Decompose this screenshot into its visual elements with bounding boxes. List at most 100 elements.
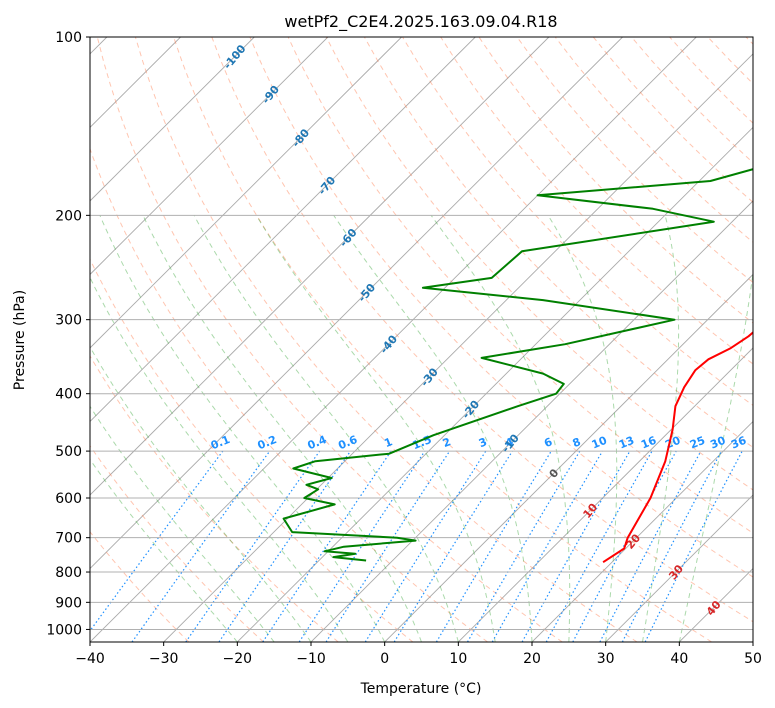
- y-tick-label: 900: [55, 595, 82, 611]
- mixing-ratio-label: 2: [441, 435, 453, 450]
- dry-adiabat-line: [745, 37, 753, 45]
- dry-adiabat-line: [402, 37, 753, 406]
- dry-adiabat-line: [516, 37, 753, 284]
- moist-adiabat-line: [142, 215, 422, 642]
- dry-adiabat-line: [707, 37, 753, 85]
- mixing-ratio-line: [262, 450, 392, 642]
- isotherm-line: [384, 273, 753, 642]
- dry-adiabat-line: [90, 147, 488, 642]
- x-tick-label: 50: [744, 651, 762, 667]
- y-tick-label: 600: [55, 491, 82, 507]
- mixing-ratio-label: 8: [571, 435, 583, 450]
- isotherm-line: [90, 37, 402, 349]
- x-tick-label: −40: [75, 651, 105, 667]
- dry-adiabat-line: [173, 37, 712, 642]
- y-tick-label: 100: [55, 30, 82, 46]
- dry-adiabat-line: [90, 445, 264, 642]
- dewpoint-line: [282, 168, 753, 562]
- y-tick-label: 400: [55, 387, 82, 403]
- dry-adiabat-line: [90, 355, 339, 642]
- isotherm-line: [605, 494, 753, 642]
- y-tick-label: 500: [55, 444, 82, 460]
- dry-adiabat-line: [478, 37, 753, 324]
- isotherm-line: [90, 37, 329, 276]
- dry-adiabat-line: [440, 37, 753, 365]
- dry-adiabat-line: [96, 37, 563, 642]
- dry-adiabat-line: [249, 37, 753, 578]
- moist-adiabat-line: [333, 215, 533, 642]
- mixing-ratio-line: [466, 450, 581, 642]
- isotherm-line: [752, 641, 753, 642]
- mixing-ratio-label: 10: [590, 434, 609, 452]
- moist-adiabat-line: [430, 215, 571, 642]
- dry-adiabat-line: [90, 258, 414, 642]
- moist-adiabat-line: [255, 215, 496, 642]
- y-axis-label: Pressure (hPa): [12, 290, 28, 390]
- plot-frame: [89, 36, 754, 643]
- mixing-ratio-line: [298, 450, 426, 642]
- mixing-ratio-line: [435, 450, 552, 642]
- moist-adiabat-line: [678, 269, 753, 642]
- mixing-ratio-label: 0.2: [256, 433, 279, 452]
- y-tick-label: 700: [55, 531, 82, 547]
- mixing-ratio-label: 1: [382, 435, 394, 450]
- mixing-ratio-line: [185, 450, 321, 642]
- x-axis: −40 −30 −20 −10 0 10 20 30 40 50: [75, 642, 762, 667]
- moist-adiabat-line: [90, 346, 312, 642]
- chart-title: wetPf2_C2E4.2025.163.09.04.R18: [284, 12, 557, 32]
- sounding-series: [282, 168, 753, 564]
- temperature-line: [602, 331, 753, 564]
- line-labels: 0.1 0.2 0.4 0.6 1 1.5 2 3 4 6 8 10 13 16 20 25 30 36-100-…: [209, 42, 749, 618]
- isotherm-line: [310, 200, 753, 642]
- moist-adiabat-line: [642, 215, 680, 642]
- mixing-ratio-label: 30: [708, 434, 727, 452]
- x-tick-label: −30: [149, 651, 179, 667]
- x-tick-label: 30: [597, 651, 615, 667]
- mixing-ratio-line: [325, 450, 451, 642]
- mixing-ratio-label: 36: [729, 434, 748, 452]
- isotherm-line: [90, 37, 623, 570]
- mixing-ratio-label: 0.1: [209, 433, 232, 452]
- x-tick-label: 40: [670, 651, 688, 667]
- mixing-ratio-line: [131, 450, 271, 642]
- x-tick-label: 20: [523, 651, 541, 667]
- isotherm-line: [457, 347, 753, 642]
- mixing-ratio-label: 13: [617, 434, 636, 452]
- y-tick-label: 300: [55, 313, 82, 329]
- background-lines: [90, 37, 753, 642]
- y-axis: 100 200 300 400 500 600 700 800 900 1000: [46, 30, 90, 638]
- mixing-ratio-label: 25: [688, 434, 707, 452]
- x-tick-label: −10: [296, 651, 326, 667]
- mixing-ratio-line: [644, 450, 743, 642]
- y-tick-label: 800: [55, 565, 82, 581]
- mixing-ratio-label: 6: [542, 435, 554, 450]
- mixing-ratio-line: [521, 450, 631, 642]
- mixing-ratio-label: 16: [639, 434, 658, 452]
- dry-adiabat-line: [211, 37, 753, 623]
- isotherm-line: [531, 420, 753, 642]
- mixing-ratio-label: 3: [477, 435, 489, 450]
- pressure-grid: [90, 37, 753, 630]
- moist-adiabat-line: [547, 215, 618, 642]
- y-tick-label: 1000: [46, 622, 82, 638]
- isotherm-line: [236, 126, 753, 642]
- mixing-ratio-line: [364, 450, 487, 642]
- x-tick-label: −20: [223, 651, 253, 667]
- dry-adiabat-line: [287, 37, 753, 534]
- isotherm-line: [90, 37, 550, 496]
- mixing-ratio-label: 20: [663, 434, 682, 452]
- x-tick-label: 0: [380, 651, 389, 667]
- isotherm-line: [678, 567, 753, 642]
- x-axis-label: Temperature (°C): [360, 681, 482, 697]
- moist-adiabat-line: [90, 458, 238, 642]
- dry-adiabat-line: [134, 37, 638, 642]
- mixing-ratio-line: [545, 450, 653, 642]
- mixing-ratio-line: [90, 450, 224, 632]
- isotherm-line: [90, 37, 255, 202]
- mixing-ratio-line: [393, 450, 513, 642]
- dry-adiabat-line: [669, 37, 753, 124]
- x-tick-label: 10: [449, 651, 467, 667]
- dry-adiabat-line: [90, 530, 190, 642]
- mixing-ratio-label: 0.4: [306, 433, 329, 452]
